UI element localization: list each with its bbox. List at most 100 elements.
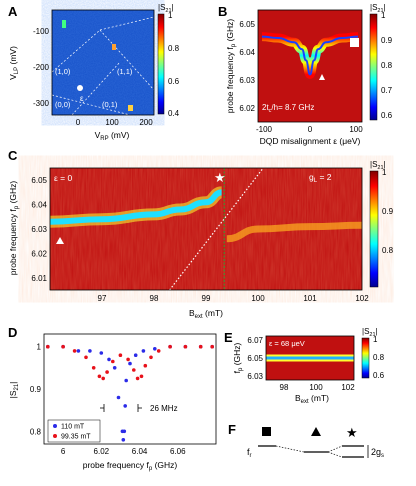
panel-d-label: D — [8, 325, 17, 340]
panel-d-point-blue — [141, 349, 146, 353]
panel-a-cbar-tick: 0.8 — [168, 44, 180, 53]
panel-b-square-marker — [350, 38, 359, 47]
panel-c-upper-branch — [226, 221, 363, 243]
panel-d-point-blue — [153, 347, 157, 351]
panel-c-xtick: 99 — [202, 294, 211, 303]
panel-c-ytick: 6.05 — [31, 176, 47, 185]
panel-d-points — [46, 344, 214, 442]
panel-d-legend-entry: 110 mT — [61, 424, 85, 431]
panel-a-triple-point — [62, 20, 66, 28]
panel-f-connector — [275, 445, 305, 453]
panel-c-cbar-tick: 0.8 — [382, 246, 394, 255]
panel-d-point-red — [118, 353, 123, 358]
panel-c-triangle-marker — [56, 237, 64, 244]
panel-e-ytick: 6.03 — [247, 372, 263, 381]
panel-d-point-red — [84, 355, 88, 360]
panel-d-point-blue — [124, 378, 128, 383]
panel-f-star-marker: ★ — [346, 425, 358, 440]
panel-d-point-red — [126, 357, 130, 362]
panel-d-point-red — [139, 374, 144, 379]
panel-a-noise — [52, 10, 154, 115]
panel-d-xtick: 6.04 — [132, 447, 148, 456]
panel-b-ytick: 6.05 — [239, 20, 255, 29]
panel-f-fr: fr — [247, 447, 252, 459]
panel-a-region-10: (1,0) — [55, 67, 71, 76]
panel-d-ylabel: |S21| — [8, 382, 20, 399]
panel-b-xtick: -100 — [256, 125, 273, 134]
panel-c-cbar-tick: 1 — [382, 168, 387, 177]
panel-c-ytick: 6.04 — [31, 201, 47, 210]
panel-e-frame — [265, 335, 355, 381]
panel-c-ytick: 6.01 — [31, 274, 47, 283]
panel-c-gl2-line — [169, 167, 264, 291]
panel-b-xlabel: DQD misalignment ε (μeV) — [260, 136, 361, 146]
panel-d-point-blue — [99, 351, 104, 355]
panel-e-cbar-tick: 1 — [373, 335, 378, 344]
panel-b-frame — [257, 9, 363, 123]
panel-b-triangle-marker — [319, 74, 325, 80]
panel-b-cbar-tick: 0.6 — [381, 111, 393, 120]
panel-e-resonance-line — [266, 356, 354, 360]
panel-f-connector — [327, 445, 343, 453]
panel-b-ytick: 6.02 — [239, 104, 255, 113]
panel-c-ylabel: probe frequency fp (GHz) — [8, 181, 20, 276]
panel-a-colorbar-title: |S21| — [158, 3, 174, 14]
panel-c-xtick: 100 — [251, 294, 265, 303]
panel-e-cbar-tick: 0.6 — [373, 371, 385, 380]
panel-d-point-blue — [122, 429, 127, 434]
panel-e: E ε = 68 μeV 98 100 102 6.07 6.05 6.03 B… — [224, 327, 385, 405]
panel-e-epsilon-label: ε = 68 μeV — [269, 339, 305, 348]
panel-d-xticks: 6 6.02 6.04 6.06 — [61, 447, 186, 456]
panel-d-legend-marker-red — [53, 434, 57, 438]
panel-f-label: F — [228, 422, 236, 437]
panel-e-label: E — [224, 330, 233, 345]
panel-d-point-red — [143, 363, 148, 368]
panel-d-point-blue — [76, 349, 81, 353]
panel-d: D 6 6.02 6.04 6.06 1 0.9 0.8 26 MHz 110 mT 99… — [8, 325, 217, 472]
panel-d-point-blue — [123, 404, 127, 408]
panel-a-region-01: (0,1) — [102, 100, 118, 109]
panel-d-point-red — [61, 344, 65, 349]
panel-d-point-blue — [88, 349, 92, 353]
panel-d-yticks: 1 0.9 0.8 — [30, 343, 42, 437]
panel-d-point-red — [210, 344, 214, 349]
panel-a-xtick: 100 — [105, 118, 119, 127]
panel-d-point-red — [111, 359, 115, 364]
panel-c-ytick: 6.03 — [31, 225, 47, 234]
panel-d-legend — [47, 419, 101, 443]
panel-b-cbar-tick: 0.7 — [381, 86, 393, 95]
panel-a-region-00: (0,0) — [55, 100, 71, 109]
panel-d-ytick: 0.8 — [30, 427, 42, 436]
panel-c-lower-branch — [49, 189, 223, 225]
panel-b-label: B — [218, 4, 227, 19]
panel-c-colorbar — [369, 170, 379, 288]
panel-a-xtick: 0 — [76, 118, 81, 127]
panel-f: F ★ fr 2gs — [228, 422, 384, 459]
panel-d-point-red — [135, 376, 140, 381]
panel-e-colorbar — [361, 337, 370, 379]
panel-a-cbar-tick: 0.6 — [168, 77, 180, 86]
panel-b-annotation: 2tc/h= 8.7 GHz — [262, 103, 314, 114]
panel-b-xtick: 0 — [308, 125, 313, 134]
panel-f-triangle-marker — [311, 427, 321, 436]
panel-e-xtick: 100 — [309, 383, 323, 392]
panel-a-cbar-tick: 1 — [168, 11, 173, 20]
panel-d-xtick: 6.02 — [94, 447, 110, 456]
panel-a-frame — [51, 9, 155, 116]
panel-a-triple-point — [112, 44, 116, 50]
panel-f-connector — [327, 451, 343, 458]
panel-c: C ★ ε = 0 gL = 2 97 98 99 100 101 102 6.056.0… — [8, 148, 394, 320]
panel-a-cbar-tick: 0.4 — [168, 109, 180, 118]
panel-b-cbar-tick: 0.9 — [381, 36, 393, 45]
panel-c-ytick: 6.02 — [31, 249, 47, 258]
panel-a-ytick: -300 — [33, 99, 50, 108]
panel-a-ylabel: VLP (mV) — [8, 46, 20, 80]
panel-e-cbar-tick: 0.8 — [373, 353, 385, 362]
panel-c-xtick: 101 — [303, 294, 317, 303]
panel-c-star-marker: ★ — [214, 170, 226, 185]
panel-a-xlabel: VRP (mV) — [95, 130, 130, 142]
panel-d-xtick: 6 — [61, 447, 66, 456]
panel-c-xticks: 97 98 99 100 101 102 — [98, 294, 370, 303]
panel-d-legend-marker-blue — [53, 424, 57, 428]
